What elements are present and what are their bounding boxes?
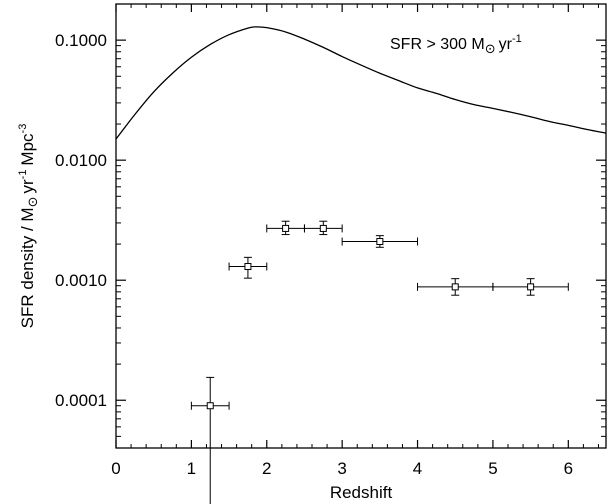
model-curve-layer bbox=[115, 26, 607, 140]
data-point bbox=[341, 235, 419, 248]
point-marker bbox=[319, 224, 327, 232]
plot-frame bbox=[115, 3, 607, 449]
data-point bbox=[266, 220, 305, 236]
y-tick-label: 0.0010 bbox=[55, 271, 107, 290]
x-tick-label: 0 bbox=[111, 459, 120, 478]
data-point bbox=[228, 256, 268, 279]
y-axis-ticks: 0.0001 0.0010 0.0100 0.1000 bbox=[55, 3, 606, 449]
point-marker bbox=[244, 263, 252, 271]
x-tick-label: 6 bbox=[564, 459, 573, 478]
y-axis-title-mpc: Mpc bbox=[18, 133, 37, 166]
chart-annotation: SFR > 300 M⊙ yr-1 bbox=[390, 33, 522, 56]
y-axis-title-prefix: SFR density / M bbox=[18, 207, 37, 328]
point-marker bbox=[451, 283, 459, 291]
data-points-layer bbox=[190, 220, 569, 504]
y-axis-title-sun-symbol: ⊙ bbox=[25, 197, 40, 208]
x-axis-ticks: 0 1 2 3 4 5 6 bbox=[111, 4, 599, 478]
x-tick-label: 1 bbox=[187, 459, 196, 478]
point-marker bbox=[527, 283, 535, 291]
y-tick-label: 0.0100 bbox=[55, 151, 107, 170]
x-tick-label: 2 bbox=[262, 459, 271, 478]
model-curve bbox=[115, 26, 607, 140]
data-point bbox=[190, 376, 230, 504]
data-point bbox=[492, 278, 569, 296]
point-marker bbox=[206, 402, 214, 410]
point-marker bbox=[376, 238, 384, 246]
x-axis-title: Redshift bbox=[330, 483, 393, 502]
y-tick-label: 0.1000 bbox=[55, 31, 107, 50]
data-point bbox=[417, 278, 494, 296]
y-axis-title: SFR density / M⊙ yr-1 Mpc-3 bbox=[17, 124, 40, 329]
data-point bbox=[303, 220, 343, 236]
x-tick-label: 4 bbox=[413, 459, 422, 478]
x-tick-label: 3 bbox=[337, 459, 346, 478]
y-tick-label: 0.0001 bbox=[55, 391, 107, 410]
point-marker bbox=[282, 224, 290, 232]
x-tick-label: 5 bbox=[488, 459, 497, 478]
y-axis-title-mpc-exponent: -3 bbox=[17, 124, 29, 134]
annotation-prefix: SFR > 300 M bbox=[390, 36, 485, 53]
annotation-yr: yr bbox=[499, 36, 513, 53]
y-axis-title-yr-exponent: -1 bbox=[17, 170, 29, 180]
annotation-yr-exponent: -1 bbox=[512, 33, 522, 45]
y-axis-title-yr: yr bbox=[18, 179, 37, 194]
annotation-sun-symbol: ⊙ bbox=[485, 41, 496, 56]
